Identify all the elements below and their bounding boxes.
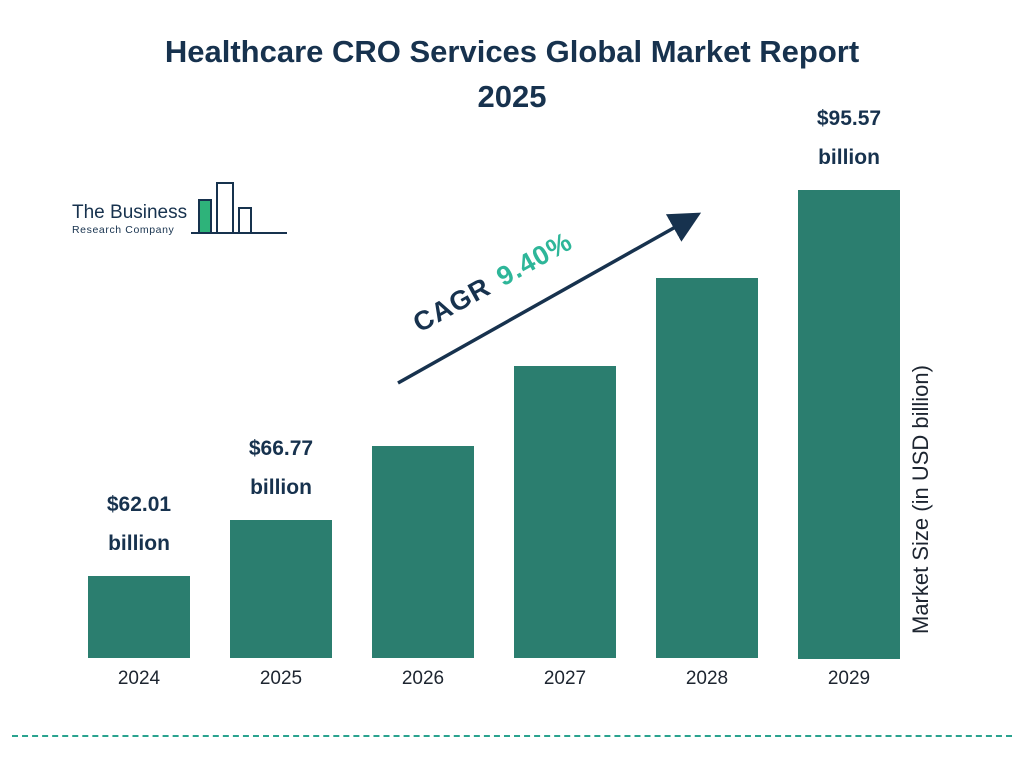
company-logo: The Business Research Company (72, 180, 289, 244)
bar-2026 (372, 446, 474, 658)
x-axis-label-2026: 2026 (401, 668, 445, 689)
bar-column-2025: $66.77 billion 2025 (230, 100, 332, 700)
bar-2024 (88, 576, 190, 658)
logo-name-line1: The Business (72, 202, 188, 224)
logo-bar-chart-icon (191, 182, 288, 234)
logo-text: The Business Research Company (72, 202, 188, 244)
bar-value-label: $66.77 billion (248, 437, 314, 500)
logo-name-line2: Research Company (72, 224, 175, 236)
page-title: Healthcare CRO Services Global Market Re… (164, 34, 860, 114)
bar-column-2028: 2028 (656, 100, 758, 700)
y-axis-title: Market Size (in USD billion) (908, 365, 933, 635)
bar-2028 (656, 278, 758, 658)
x-axis-label-2027: 2027 (543, 668, 587, 689)
bar-column-2024: $62.01 billion 2024 (88, 100, 190, 700)
bar-column-2026: 2026 (372, 100, 474, 700)
bar-2027 (514, 366, 616, 658)
bar-value-label: $62.01 billion (106, 493, 172, 556)
x-axis-label-2025: 2025 (259, 668, 303, 689)
bar-column-2027: 2027 (514, 100, 616, 700)
bar-chart: $62.01 billion 2024 $66.77 billion 2025 2026… (88, 100, 900, 700)
bar-2029 (798, 189, 900, 659)
x-axis-label-2028: 2028 (685, 668, 729, 689)
bar-value-label: $95.57 billion (816, 107, 882, 169)
bar-2025 (230, 520, 332, 658)
x-axis-label-2024: 2024 (117, 668, 161, 689)
x-axis-label-2029: 2029 (827, 668, 871, 690)
bar-column-2029: $95.57 billion 2029 (798, 100, 900, 700)
bottom-dashed-line (12, 735, 1012, 737)
